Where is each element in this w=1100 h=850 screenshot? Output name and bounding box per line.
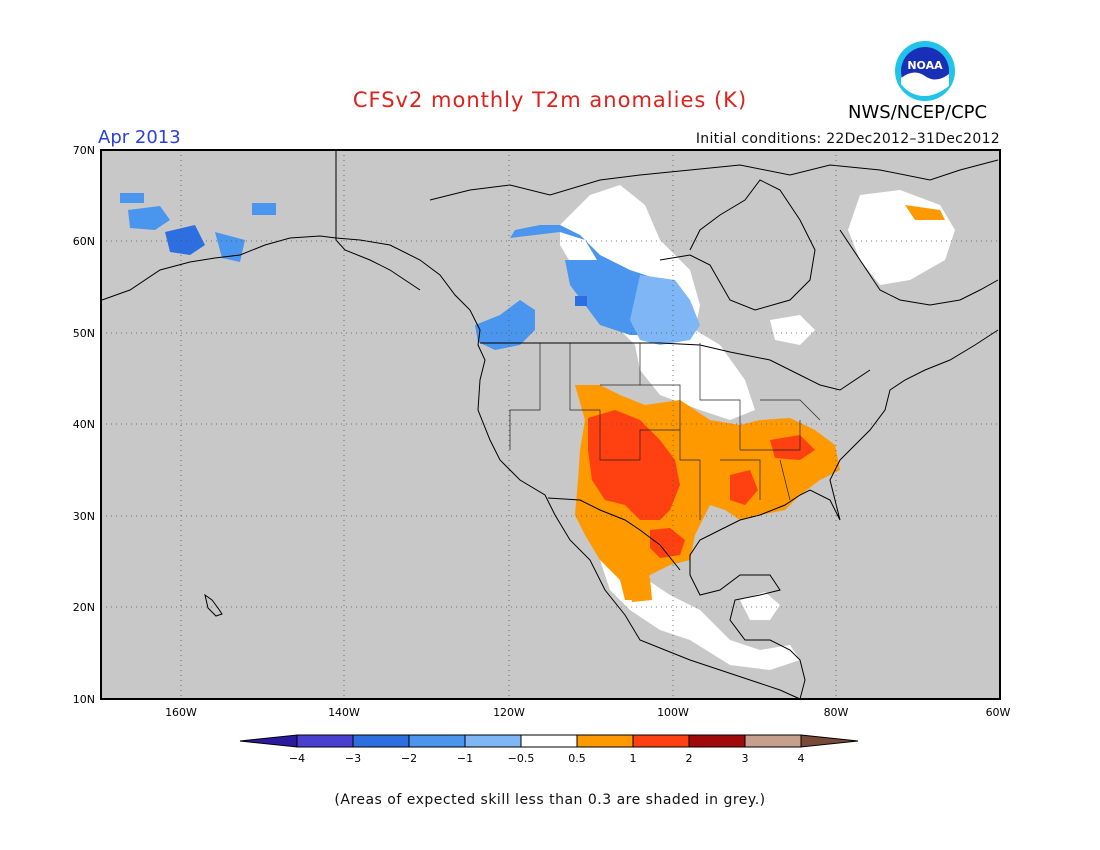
legend-tick-6: 0.5 <box>568 752 586 765</box>
lon-label-140w: 140W <box>328 706 360 719</box>
legend-tick-10: 4 <box>798 752 805 765</box>
legend-tick-5: −0.5 <box>508 752 535 765</box>
orange-region-us <box>575 385 840 600</box>
lat-label-10n: 10N <box>73 693 95 706</box>
coastline-gulf <box>689 329 999 700</box>
orange-region-mexico-south <box>630 578 652 602</box>
blue-cell-alaska-north <box>252 203 276 215</box>
island-hawaii <box>204 593 223 617</box>
noaa-logo: NOAA <box>895 41 955 101</box>
legend-swatch-3 <box>408 734 466 748</box>
blue-region-bc-coast <box>475 300 535 350</box>
legend-swatch-5 <box>520 734 578 748</box>
border-us-mexico <box>547 497 681 571</box>
noaa-logo-text: NOAA <box>907 59 943 72</box>
coastline-north <box>429 159 999 201</box>
legend-swatch-4 <box>464 734 522 748</box>
red-region-tennessee <box>770 435 815 460</box>
legend-tick-1: −4 <box>289 752 305 765</box>
lat-label-20n: 20N <box>73 601 95 614</box>
footnote: (Areas of expected skill less than 0.3 a… <box>334 792 766 808</box>
darkblue-cell-prairies <box>575 296 587 306</box>
forecast-month: Apr 2013 <box>98 127 181 148</box>
lon-label-160w: 160W <box>165 706 197 719</box>
lon-label-60w: 60W <box>986 706 1011 719</box>
coastline-quebec <box>839 229 999 306</box>
lat-label-30n: 30N <box>73 510 95 523</box>
lon-label-80w: 80W <box>824 706 849 719</box>
white-region-canada <box>560 185 755 420</box>
color-legend <box>239 734 859 748</box>
initial-conditions: Initial conditions: 22Dec2012–31Dec2012 <box>695 131 1000 147</box>
white-region-east <box>770 315 815 345</box>
red-region-texas-coast <box>650 528 685 558</box>
coastline-alaska <box>101 235 801 700</box>
legend-arrow-high <box>800 734 859 748</box>
blue-region-prairies <box>565 260 665 335</box>
lat-label-40n: 40N <box>73 418 95 431</box>
lat-label-50n: 50N <box>73 327 95 340</box>
legend-tick-3: −2 <box>401 752 417 765</box>
lightblue-region-manitoba <box>630 275 700 345</box>
white-region-mexico <box>600 560 800 670</box>
map-frame <box>100 149 1001 700</box>
blue-region-alaska-south <box>215 232 245 262</box>
red-region-southwest <box>588 410 680 520</box>
chart-title: CFSv2 monthly T2m anomalies (K) <box>352 88 748 112</box>
border-alaska-canada <box>335 150 421 291</box>
legend-arrow-low <box>239 734 298 748</box>
legend-tick-8: 2 <box>686 752 693 765</box>
blue-cell-bering <box>120 193 144 203</box>
legend-swatch-7 <box>632 734 690 748</box>
blue-region-alaska-west <box>128 206 170 230</box>
legend-tick-9: 3 <box>742 752 749 765</box>
border-us-canada <box>480 342 871 391</box>
legend-tick-7: 1 <box>630 752 637 765</box>
lat-label-60n: 60N <box>73 235 95 248</box>
orange-region-labrador <box>905 205 945 220</box>
red-region-mississippi <box>730 470 758 505</box>
blue-region-alberta <box>510 225 690 330</box>
legend-swatch-1 <box>296 734 354 748</box>
white-region-quebec <box>848 190 955 285</box>
state-lines <box>509 343 821 520</box>
map-background <box>101 150 1000 699</box>
legend-swatch-8 <box>688 734 746 748</box>
coastline-hudson <box>659 179 816 311</box>
legend-swatch-2 <box>352 734 410 748</box>
legend-tick-2: −3 <box>345 752 361 765</box>
white-region-yucatan <box>740 592 780 620</box>
legend-swatch-6 <box>576 734 634 748</box>
lon-label-120w: 120W <box>493 706 525 719</box>
lon-label-100w: 100W <box>657 706 689 719</box>
legend-swatch-9 <box>744 734 802 748</box>
legend-tick-4: −1 <box>457 752 473 765</box>
darkblue-region-alaska <box>165 225 205 255</box>
lat-label-70n: 70N <box>73 144 95 157</box>
agency-label: NWS/NCEP/CPC <box>848 102 988 123</box>
